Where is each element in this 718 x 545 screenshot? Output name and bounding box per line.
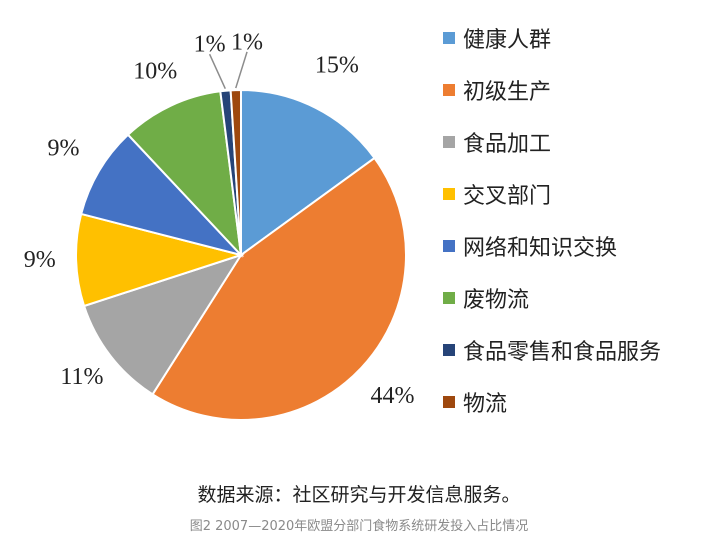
legend-item-2: 初级生产 (443, 64, 661, 116)
leader-line-8 (235, 51, 248, 89)
legend-label: 网络和知识交换 (463, 236, 618, 261)
leader-lines (208, 51, 248, 90)
pie-slice-3 (82, 253, 244, 396)
data-label-5: 9% (47, 136, 79, 162)
data-label-8: 1% (231, 29, 263, 55)
legend-label: 物流 (463, 392, 508, 417)
legend-label: 健康人群 (463, 28, 552, 53)
legend-label: 食品零售和食品服务 (463, 340, 662, 365)
legend: 健康人群初级生产食品加工交叉部门网络和知识交换 废物流食品零售和食品服务 物流 (443, 12, 661, 428)
data-label-6: 10% (133, 58, 177, 84)
legend-swatch (443, 344, 455, 356)
data-label-2: 44% (371, 383, 415, 409)
data-label-7: 1% (194, 32, 226, 58)
data-label-4: 9% (24, 247, 56, 273)
legend-label: 交叉部门 (463, 184, 552, 209)
legend-item-8: 物流 (443, 376, 661, 428)
source-note: 数据来源：社区研究与开发信息服务。 (197, 484, 521, 506)
legend-swatch (443, 32, 455, 44)
pie-slices (75, 88, 407, 421)
legend-item-3: 食品加工 (443, 116, 661, 168)
legend-label: 废物流 (463, 288, 530, 313)
legend-item-4: 交叉部门 (443, 168, 661, 220)
pie-slice-8 (229, 88, 242, 256)
leader-line-7 (208, 53, 226, 90)
legend-label: 食品加工 (463, 132, 552, 157)
pie-slice-6 (126, 90, 243, 258)
legend-swatch (443, 84, 455, 96)
data-labels: 15% 44% 11% 9% 9% 10% 1% 1% (24, 29, 415, 408)
legend-item-1: 健康人群 (443, 12, 661, 64)
legend-item-5: 网络和知识交换 (443, 220, 661, 272)
legend-swatch (443, 136, 455, 148)
pie-slice-1 (240, 88, 376, 257)
legend-swatch (443, 188, 455, 200)
legend-swatch (443, 396, 455, 408)
data-label-3: 11% (60, 364, 103, 390)
figure-caption: 图2 2007—2020年欧盟分部门食物系统研发投入占比情况 (189, 519, 529, 534)
pie-slice-5 (79, 133, 245, 257)
legend-item-6: 废物流 (443, 272, 661, 324)
pie-slice-2 (151, 156, 407, 421)
pie-slice-4 (75, 212, 245, 308)
pie-chart: 15% 44% 11% 9% 9% 10% 1% 1% (24, 29, 415, 421)
legend-item-7: 食品零售和食品服务 (443, 324, 661, 376)
legend-swatch (443, 292, 455, 304)
data-label-1: 15% (315, 52, 359, 78)
legend-label: 初级生产 (463, 80, 552, 105)
legend-swatch (443, 240, 455, 252)
